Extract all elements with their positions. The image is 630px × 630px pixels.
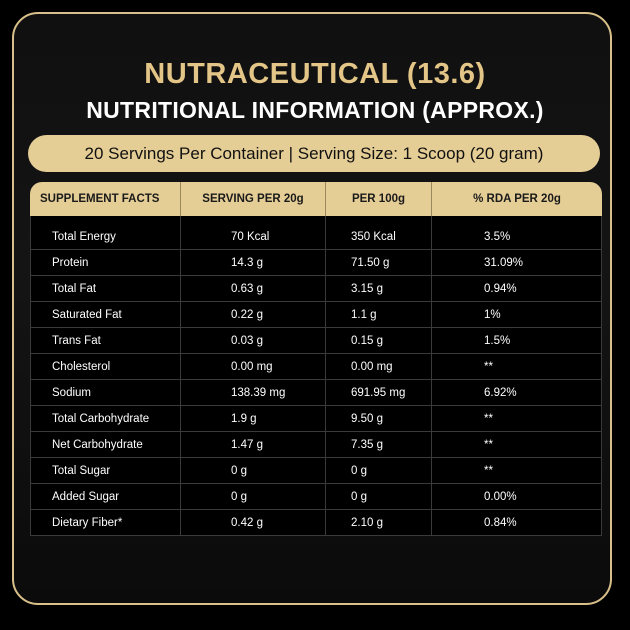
serving-value: 0.63 g — [180, 276, 325, 302]
nutrient-name: Total Sugar — [30, 458, 180, 484]
nutrient-name: Net Carbohydrate — [30, 432, 180, 458]
rda-value: 0.94% — [431, 276, 602, 302]
table-row: Trans Fat 0.03 g 0.15 g 1.5% — [30, 328, 602, 354]
table-header-row: SUPPLEMENT FACTS SERVING PER 20g PER 100… — [30, 182, 602, 216]
serving-value: 14.3 g — [180, 250, 325, 276]
nutrient-name: Trans Fat — [30, 328, 180, 354]
table-row: Total Sugar 0 g 0 g ** — [30, 458, 602, 484]
per-100g-value: 0 g — [325, 484, 431, 510]
serving-value: 0.03 g — [180, 328, 325, 354]
rda-value: 6.92% — [431, 380, 602, 406]
per-100g-value: 691.95 mg — [325, 380, 431, 406]
rda-value: ** — [431, 458, 602, 484]
nutrient-name: Sodium — [30, 380, 180, 406]
table-row: Added Sugar 0 g 0 g 0.00% — [30, 484, 602, 510]
rda-value: 1% — [431, 302, 602, 328]
rda-value: ** — [431, 406, 602, 432]
nutrient-name: Total Fat — [30, 276, 180, 302]
nutrient-name: Added Sugar — [30, 484, 180, 510]
rda-value: 31.09% — [431, 250, 602, 276]
nutrient-name: Cholesterol — [30, 354, 180, 380]
per-100g-value: 0.00 mg — [325, 354, 431, 380]
per-100g-value: 0.15 g — [325, 328, 431, 354]
serving-value: 0 g — [180, 458, 325, 484]
nutrient-name: Saturated Fat — [30, 302, 180, 328]
table-row: Cholesterol 0.00 mg 0.00 mg ** — [30, 354, 602, 380]
serving-value: 0.42 g — [180, 510, 325, 536]
per-100g-value: 9.50 g — [325, 406, 431, 432]
nutrient-name: Total Carbohydrate — [30, 406, 180, 432]
table-row: Total Carbohydrate 1.9 g 9.50 g ** — [30, 406, 602, 432]
serving-value: 0.00 mg — [180, 354, 325, 380]
nutrient-name: Total Energy — [30, 216, 180, 250]
per-100g-value: 71.50 g — [325, 250, 431, 276]
product-title: NUTRACEUTICAL (13.6) — [144, 58, 486, 90]
table-row: Total Fat 0.63 g 3.15 g 0.94% — [30, 276, 602, 302]
supplement-facts-table: SUPPLEMENT FACTS SERVING PER 20g PER 100… — [30, 182, 602, 536]
rda-value: ** — [431, 354, 602, 380]
rda-value: 0.84% — [431, 510, 602, 536]
serving-value: 70 Kcal — [180, 216, 325, 250]
header-rda-per-20g: % RDA PER 20g — [431, 182, 602, 216]
rda-value: 1.5% — [431, 328, 602, 354]
table-row: Dietary Fiber* 0.42 g 2.10 g 0.84% — [30, 510, 602, 536]
serving-value: 0.22 g — [180, 302, 325, 328]
header-serving-per-20g: SERVING PER 20g — [180, 182, 325, 216]
table-row: Total Energy 70 Kcal 350 Kcal 3.5% — [30, 216, 602, 250]
per-100g-value: 7.35 g — [325, 432, 431, 458]
serving-value: 138.39 mg — [180, 380, 325, 406]
header-supplement-facts: SUPPLEMENT FACTS — [30, 182, 180, 216]
serving-value: 1.9 g — [180, 406, 325, 432]
servings-banner: 20 Servings Per Container | Serving Size… — [28, 135, 600, 172]
nutrient-name: Protein — [30, 250, 180, 276]
nutrition-subtitle: NUTRITIONAL INFORMATION (APPROX.) — [86, 97, 544, 123]
rda-value: 0.00% — [431, 484, 602, 510]
rda-value: ** — [431, 432, 602, 458]
per-100g-value: 350 Kcal — [325, 216, 431, 250]
table-row: Saturated Fat 0.22 g 1.1 g 1% — [30, 302, 602, 328]
header-per-100g: PER 100g — [325, 182, 431, 216]
per-100g-value: 2.10 g — [325, 510, 431, 536]
per-100g-value: 1.1 g — [325, 302, 431, 328]
nutrient-name: Dietary Fiber* — [30, 510, 180, 536]
per-100g-value: 3.15 g — [325, 276, 431, 302]
table-row: Net Carbohydrate 1.47 g 7.35 g ** — [30, 432, 602, 458]
table-row: Protein 14.3 g 71.50 g 31.09% — [30, 250, 602, 276]
serving-value: 0 g — [180, 484, 325, 510]
rda-value: 3.5% — [431, 216, 602, 250]
serving-value: 1.47 g — [180, 432, 325, 458]
table-row: Sodium 138.39 mg 691.95 mg 6.92% — [30, 380, 602, 406]
per-100g-value: 0 g — [325, 458, 431, 484]
